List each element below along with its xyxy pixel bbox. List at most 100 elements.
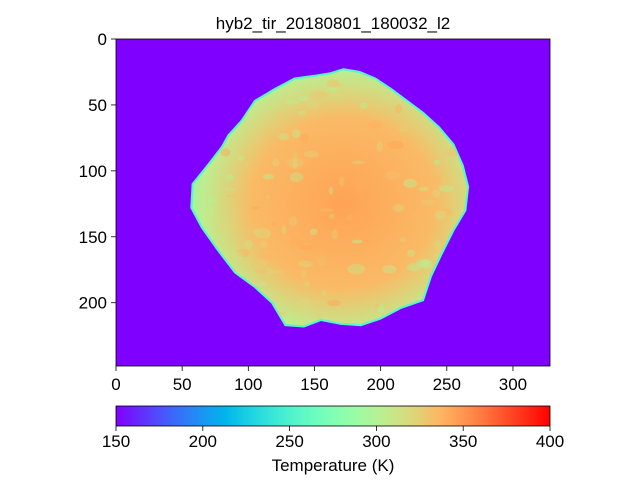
surface-speckle: [300, 133, 309, 144]
surface-speckle: [227, 256, 244, 260]
x-tick-label: 250: [433, 375, 461, 394]
surface-speckle: [261, 240, 268, 248]
surface-speckle: [456, 186, 468, 194]
surface-speckle: [377, 304, 385, 314]
surface-speckle: [346, 214, 353, 222]
surface-speckle: [254, 227, 271, 239]
surface-speckle: [317, 255, 326, 267]
y-tick-label: 150: [79, 228, 107, 247]
surface-speckle: [384, 170, 401, 180]
surface-speckle: [435, 208, 453, 217]
colorbar-tick-label: 150: [102, 432, 130, 451]
surface-speckle: [433, 239, 443, 249]
surface-speckle: [306, 100, 319, 109]
surface-speckle: [398, 123, 408, 133]
surface-speckle: [259, 210, 268, 216]
surface-speckle: [433, 159, 441, 165]
colorbar-tick-label: 200: [189, 432, 217, 451]
surface-speckle: [276, 104, 283, 110]
x-tick-label: 0: [111, 375, 120, 394]
y-tick-label: 50: [88, 96, 107, 115]
plot-frame: [115, 38, 551, 367]
asteroid-thermal-region: [190, 68, 470, 328]
surface-speckle: [271, 221, 276, 227]
surface-speckle: [264, 267, 273, 276]
surface-speckle: [286, 158, 304, 168]
y-axis: 0 50 100 150 200: [79, 30, 116, 313]
x-tick-label: 200: [366, 375, 394, 394]
surface-speckle: [292, 151, 299, 162]
surface-speckle: [421, 199, 437, 206]
surface-speckle: [236, 249, 250, 258]
surface-speckle: [327, 299, 341, 307]
surface-speckle: [199, 205, 216, 216]
surface-speckle: [327, 91, 345, 100]
surface-speckle: [359, 102, 368, 110]
surface-speckle: [434, 210, 447, 220]
surface-speckle: [262, 173, 274, 180]
surface-speckle: [376, 140, 383, 152]
y-tick-label: 100: [79, 162, 107, 181]
surface-speckle: [226, 174, 234, 181]
colorbar-tick-label: 300: [362, 432, 390, 451]
surface-speckle: [347, 264, 366, 275]
surface-speckle: [433, 253, 438, 260]
surface-speckle: [399, 237, 406, 242]
surface-speckle: [270, 269, 284, 274]
surface-speckle: [366, 141, 376, 145]
surface-speckle: [259, 282, 266, 286]
surface-speckle: [406, 262, 422, 272]
surface-speckle: [288, 216, 298, 227]
surface-speckle: [297, 297, 312, 308]
surface-speckle: [276, 112, 283, 118]
surface-speckle: [238, 155, 244, 162]
surface-speckle: [281, 226, 287, 235]
surface-speckle: [309, 228, 318, 236]
surface-speckle: [298, 260, 314, 268]
surface-speckle: [320, 208, 334, 213]
surface-speckle: [285, 100, 299, 105]
surface-speckle: [344, 79, 354, 85]
colorbar-ticks: 150 200 250 300 350 400: [102, 426, 564, 451]
surface-speckle: [329, 213, 335, 219]
surface-speckle: [403, 178, 417, 188]
surface-speckle: [393, 204, 405, 212]
surface-speckle: [222, 187, 237, 192]
chart-title: hyb2_tir_20180801_180032_l2: [216, 14, 450, 33]
surface-speckle: [431, 175, 442, 185]
y-tick-label: 200: [79, 294, 107, 313]
x-tick-label: 100: [234, 375, 262, 394]
surface-speckle: [331, 229, 338, 240]
x-tick-label: 300: [499, 375, 527, 394]
surface-speckle: [297, 96, 309, 102]
surface-speckle: [387, 140, 405, 149]
surface-speckle: [297, 110, 307, 116]
surface-speckle: [333, 82, 343, 87]
surface-speckle: [299, 245, 314, 251]
colorbar-label: Temperature (K): [272, 456, 395, 475]
surface-speckle: [321, 289, 327, 297]
surface-speckle: [407, 249, 415, 257]
colorbar-tick-label: 250: [275, 432, 303, 451]
surface-speckle: [328, 186, 333, 195]
surface-speckle: [254, 269, 269, 274]
surface-speckle: [250, 206, 260, 210]
x-tick-label: 50: [173, 375, 192, 394]
surface-speckle: [292, 158, 298, 169]
colorbar-tick-label: 350: [449, 432, 477, 451]
surface-speckle: [278, 132, 290, 141]
surface-speckle: [449, 153, 460, 161]
surface-speckle: [339, 87, 351, 92]
surface-speckle: [259, 253, 272, 260]
surface-speckle: [413, 211, 422, 222]
surface-speckle: [436, 216, 442, 221]
colorbar-tick-label: 400: [536, 432, 564, 451]
surface-speckle: [328, 85, 337, 93]
colorbar: 150 200 250 300 350 400 Temperature (K): [102, 405, 564, 475]
surface-speckle: [272, 158, 280, 167]
surface-speckle: [309, 91, 328, 99]
surface-speckle: [356, 182, 366, 190]
surface-speckle: [259, 256, 268, 267]
surface-speckle: [214, 221, 231, 233]
